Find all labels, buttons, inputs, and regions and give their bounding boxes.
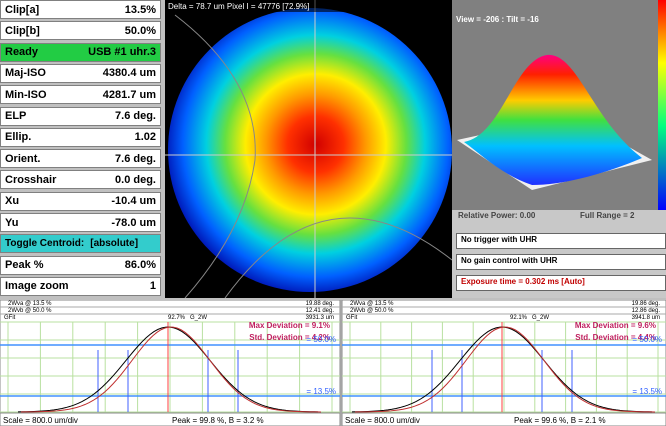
gfit-value: 92.7% (168, 315, 186, 321)
row-value: USB #1 uhr.3 (88, 46, 156, 58)
parameter-row: Ready USB #1 uhr.3 (0, 43, 161, 62)
profile-label: 2Wvb @ 50.0 % (8, 308, 52, 314)
row-label: Ready (5, 46, 38, 58)
profile-value: 19.86 deg. (632, 301, 661, 307)
row-value: 50.0% (125, 25, 156, 37)
row-label: Min-ISO (5, 89, 47, 101)
row-value: 7.6 deg. (115, 110, 156, 122)
peak: Peak = 99.8 %, B = 3.2 % (172, 416, 264, 425)
profile-value: 12.86 deg. (632, 308, 661, 314)
profile-value: 12.41 deg. (306, 308, 335, 314)
profile-area: 2Wva @ 13.5 % 19.88 deg. 2Wvb @ 50.0 % 12.4… (0, 300, 666, 426)
row-label: Crosshair (5, 174, 56, 186)
parameter-panel: Clip[a] 13.5% Clip[b] 50.0% Ready USB #1 uhr.… (0, 0, 163, 298)
parameter-row: Yu -78.0 um (0, 213, 161, 232)
parameter-row: ELP 7.6 deg. (0, 107, 161, 126)
app: Clip[a] 13.5% Clip[b] 50.0% Ready USB #1 uhr.… (0, 0, 666, 426)
profile-label: 2Wva @ 13.5 % (350, 301, 394, 307)
row-label: ELP (5, 110, 26, 122)
parameter-row: Peak % 86.0% (0, 256, 161, 275)
view-header: View = -206 : Tilt = -16 (456, 15, 539, 24)
row-value: -10.4 um (111, 195, 156, 207)
row-value: 1.02 (135, 131, 156, 143)
row-value: [absolute] (90, 238, 138, 249)
level-a: = 13.5% (632, 387, 662, 396)
level-a: = 13.5% (306, 387, 336, 396)
profile-label: 2Wva @ 13.5 % (8, 301, 52, 307)
parameter-row: Min-ISO 4281.7 um (0, 85, 161, 104)
color-bar (658, 0, 666, 210)
row-label: Orient. (5, 153, 40, 165)
row-value: 4380.4 um (103, 67, 156, 79)
row-label: Toggle Centroid: (5, 238, 84, 249)
parameter-row: Image zoom 1 (0, 277, 161, 296)
row-value: 7.6 deg. (115, 153, 156, 165)
fit-label: G_2W (190, 315, 207, 321)
row-label: Clip[a] (5, 4, 39, 16)
parameter-row[interactable]: Toggle Centroid: [absolute] (0, 234, 161, 253)
row-value: -78.0 um (111, 217, 156, 229)
profile-label: 2Wvb @ 50.0 % (350, 308, 394, 314)
row-value: 1 (150, 280, 156, 292)
parameter-row: Maj-ISO 4380.4 um (0, 64, 161, 83)
row-label: Image zoom (5, 280, 69, 292)
row-label: Clip[b] (5, 25, 40, 37)
beam-image: Delta = 78.7 um Pixel I = 47776 [72.9%] (165, 0, 452, 298)
full-range: Full Range = 2 (580, 211, 634, 220)
gfit-value: 92.1% (510, 315, 528, 321)
gain-control[interactable]: No gain control with UHR (456, 254, 666, 270)
parameter-row: Orient. 7.6 deg. (0, 149, 161, 168)
beam-spot (168, 8, 452, 292)
row-label: Peak % (5, 259, 44, 271)
scale: Scale = 800.0 um/div (345, 416, 420, 425)
relative-power: Relative Power: 0.00 (458, 211, 535, 220)
row-value: 0.0 deg. (115, 174, 156, 186)
row-value: 4281.7 um (103, 89, 156, 101)
row-value: 13.5% (125, 4, 156, 16)
fit-label: G_2W (532, 315, 549, 321)
gfit-label: GFit (346, 315, 358, 321)
row-label: Xu (5, 195, 19, 207)
max-deviation: Max Deviation = 9.1% (249, 321, 330, 330)
gfit-label: GFit (4, 315, 16, 321)
exposure-control[interactable]: Exposure time = 0.302 ms [Auto] (456, 275, 666, 291)
row-value: 86.0% (125, 259, 156, 271)
parameter-row: Clip[a] 13.5% (0, 0, 161, 19)
row-label: Maj-ISO (5, 67, 46, 79)
parameter-row: Crosshair 0.0 deg. (0, 170, 161, 189)
row-label: Yu (5, 217, 18, 229)
peak: Peak = 99.6 %, B = 2.1 % (514, 416, 606, 425)
scale: Scale = 800.0 um/div (3, 416, 78, 425)
level-b: = 50.0% (306, 335, 336, 344)
trigger-control[interactable]: No trigger with UHR (456, 233, 666, 249)
parameter-row: Clip[b] 50.0% (0, 21, 161, 40)
parameter-row: Xu -10.4 um (0, 192, 161, 211)
profile-value: 19.88 deg. (306, 301, 335, 307)
view-3d: View = -206 : Tilt = -16 (452, 0, 666, 210)
parameter-row: Ellip. 1.02 (0, 128, 161, 147)
max-deviation: Max Deviation = 9.6% (575, 321, 656, 330)
level-b: = 50.0% (632, 335, 662, 344)
row-label: Ellip. (5, 131, 31, 143)
image-header: Delta = 78.7 um Pixel I = 47776 [72.9%] (168, 2, 309, 11)
